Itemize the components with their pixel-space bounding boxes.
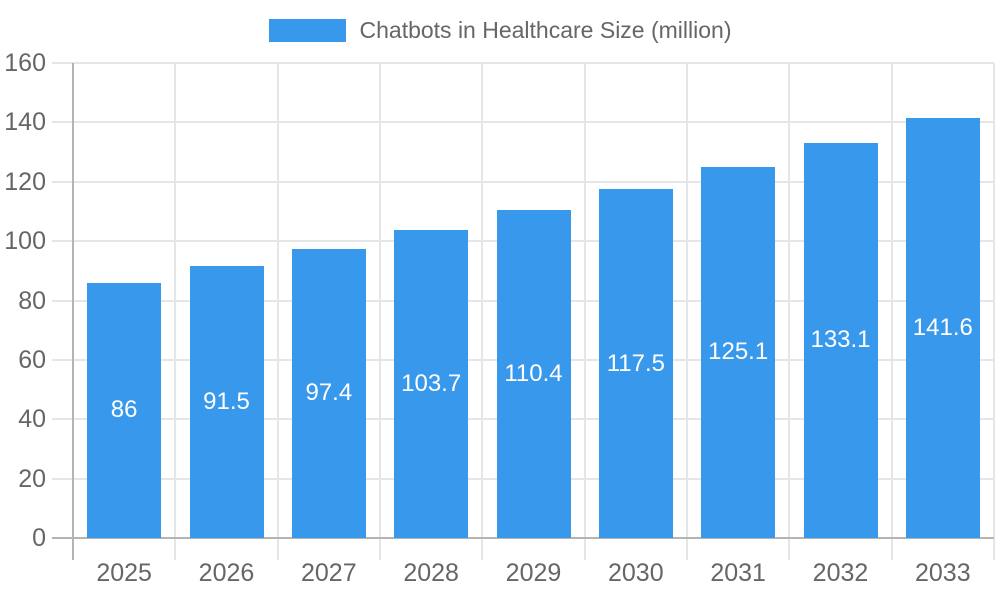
x-tick-label: 2027 — [301, 559, 357, 587]
y-tick-label: 20 — [18, 464, 46, 493]
gridline-h — [52, 121, 994, 124]
bar-2031[interactable] — [701, 166, 776, 538]
bar-value-label: 86 — [110, 396, 138, 424]
legend-item[interactable]: Chatbots in Healthcare Size (million) — [268, 17, 732, 43]
gridline-v — [788, 63, 791, 560]
x-tick-label: 2025 — [96, 559, 152, 587]
bar-value-label: 141.6 — [912, 313, 973, 341]
bar-value-label: 97.4 — [305, 379, 353, 407]
bar-value-label: 125.1 — [708, 338, 769, 366]
bar-2028[interactable] — [394, 230, 469, 538]
bar-2025[interactable] — [87, 282, 162, 538]
bar-2030[interactable] — [598, 189, 673, 538]
legend-swatch-icon — [268, 19, 346, 42]
y-tick-label: 100 — [4, 227, 46, 256]
x-tick-label: 2029 — [505, 559, 562, 587]
y-tick-label: 0 — [32, 524, 46, 552]
gridline-v — [174, 63, 177, 560]
gridline-v — [379, 63, 381, 560]
gridline-v — [481, 63, 484, 560]
bar-value-label: 91.5 — [203, 388, 250, 416]
bar-2029[interactable] — [496, 210, 571, 538]
gridline-v — [583, 63, 586, 560]
x-tick-label: 2033 — [915, 559, 971, 587]
legend-label: Chatbots in Healthcare Size (million) — [359, 17, 732, 43]
x-tick-label: 2032 — [812, 559, 869, 587]
x-tick-label: 2030 — [608, 559, 664, 587]
x-axis-line — [52, 537, 994, 539]
gridline-v — [993, 63, 995, 560]
y-tick-label: 60 — [18, 345, 46, 374]
y-tick-label: 140 — [4, 108, 46, 137]
bar-value-label: 117.5 — [606, 349, 665, 377]
gridline-h — [52, 180, 994, 183]
x-tick-label: 2028 — [403, 559, 459, 587]
bar-value-label: 110.4 — [504, 360, 563, 388]
bar-value-label: 133.1 — [810, 326, 871, 354]
gridline-h — [52, 62, 994, 64]
y-tick-label: 80 — [18, 286, 46, 315]
bar-2032[interactable] — [803, 142, 878, 538]
bar-2026[interactable] — [189, 266, 264, 538]
x-tick-label: 2026 — [198, 559, 255, 587]
y-axis-line — [72, 63, 74, 560]
gridline-v — [890, 63, 893, 560]
bar-2033[interactable] — [905, 117, 980, 538]
legend: Chatbots in Healthcare Size (million) — [0, 19, 1000, 42]
y-tick-label: 160 — [4, 49, 46, 77]
y-tick-label: 40 — [18, 405, 46, 434]
bar-value-label: 103.7 — [401, 370, 462, 398]
gridline-v — [276, 63, 279, 560]
bar-2027[interactable] — [291, 248, 366, 538]
x-tick-label: 2031 — [710, 559, 766, 587]
gridline-v — [686, 63, 688, 560]
y-tick-label: 120 — [4, 167, 46, 196]
